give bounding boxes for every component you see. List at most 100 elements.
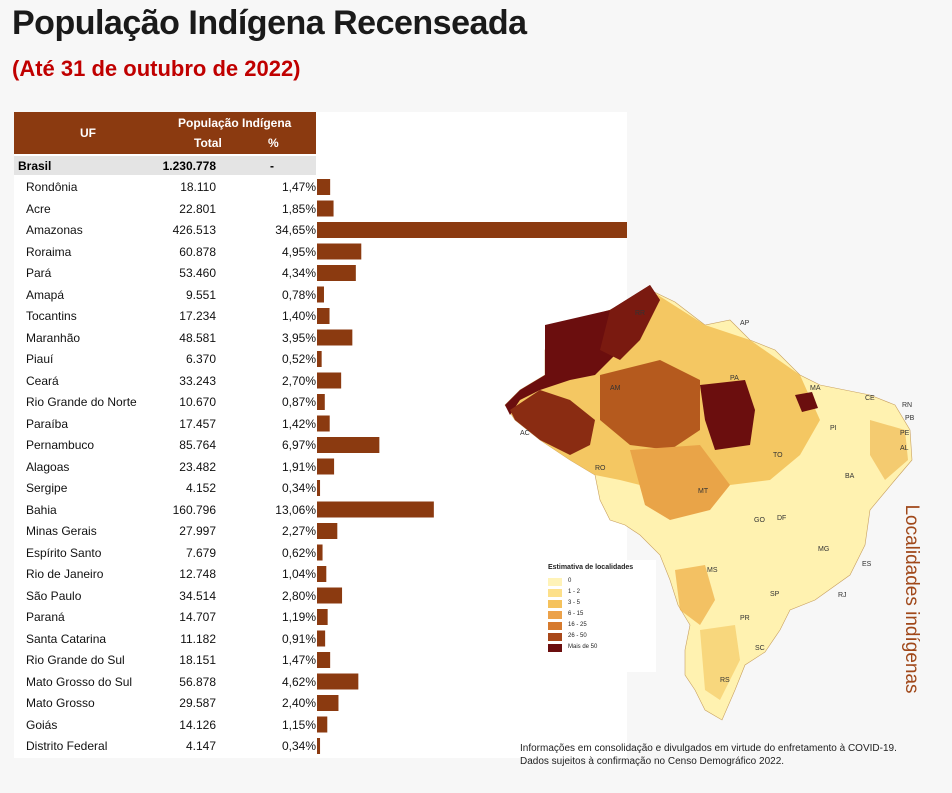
table-row: Piauí 6.370 0,52% — [14, 348, 316, 370]
row-uf: Mato Grosso do Sul — [26, 674, 133, 689]
table-row: Pará 53.460 4,34% — [14, 262, 316, 284]
legend-swatch — [548, 589, 562, 597]
legend-label: 26 - 50 — [568, 633, 587, 639]
row-uf: Rio Grande do Sul — [26, 653, 125, 667]
row-pct: 1,40% — [281, 309, 316, 323]
legend-label: Mais de 50 — [568, 644, 598, 650]
state-label-es: ES — [862, 561, 872, 568]
row-total: 4.147 — [185, 739, 216, 753]
row-pct: 1,91% — [281, 459, 316, 474]
legend-title: Estimativa de localidades — [548, 564, 634, 571]
row-uf: Mato Grosso — [26, 696, 95, 710]
row-pct: 1,85% — [281, 201, 316, 216]
row-pct: 0,91% — [281, 631, 316, 646]
map-legend: Estimativa de localidades 0 1 - 2 3 - 5 6 -… — [544, 560, 656, 672]
row-pct: 2,70% — [281, 373, 316, 388]
row-pct: 0,52% — [281, 352, 316, 366]
row-uf: Amapá — [26, 287, 65, 302]
table-row: Mato Grosso do Sul 56.878 4,62% — [14, 671, 316, 693]
footnote: Informações em consolidação e divulgados… — [520, 742, 897, 768]
chart-panel — [14, 112, 627, 758]
state-label-ba: BA — [845, 473, 855, 480]
brasil-pct: - — [270, 159, 274, 173]
table-row: Bahia 160.796 13,06% — [14, 499, 316, 521]
row-total: 34.514 — [179, 588, 216, 603]
row-total: 48.581 — [179, 330, 216, 345]
state-label-pr: PR — [740, 615, 750, 622]
table-row: Rio de Janeiro 12.748 1,04% — [14, 563, 316, 585]
state-label-to: TO — [773, 452, 783, 459]
state-label-pa: PA — [730, 375, 739, 382]
table-row: Goiás 14.126 1,15% — [14, 714, 316, 736]
state-label-pi: PI — [830, 425, 837, 432]
row-uf: Rio Grande do Norte — [26, 395, 137, 409]
row-total: 12.748 — [179, 567, 216, 581]
row-pct: 1,15% — [281, 717, 316, 732]
row-pct: 6,97% — [281, 438, 316, 452]
table-row: Acre 22.801 1,85% — [14, 198, 316, 220]
row-pct: 0,78% — [281, 287, 316, 302]
row-uf: Amazonas — [26, 223, 83, 237]
state-label-df: DF — [777, 515, 786, 522]
row-pct: 13,06% — [275, 502, 316, 517]
row-pct: 3,95% — [281, 330, 316, 345]
row-uf: São Paulo — [26, 588, 82, 603]
state-label-rn: RN — [902, 402, 912, 409]
map-roraima-dark — [600, 285, 660, 360]
table-row: Maranhão 48.581 3,95% — [14, 327, 316, 349]
row-total: 29.587 — [179, 696, 216, 710]
row-uf: Paraná — [26, 610, 65, 624]
state-label-pe: PE — [900, 430, 910, 437]
row-total: 18.151 — [179, 653, 216, 667]
table-row: Tocantins 17.234 1,40% — [14, 305, 316, 327]
state-label-rj: RJ — [838, 592, 847, 599]
state-label-rs: RS — [720, 677, 730, 684]
brasil-total: 1.230.778 — [162, 159, 216, 173]
map-mt-mix — [630, 445, 730, 520]
table-row: Ceará 33.243 2,70% — [14, 370, 316, 392]
state-label-go: GO — [754, 517, 765, 524]
brazil-map: RR AP AM PA MA CE RN PB PI PE AL AC RO TO BA MT GO DF MG MS… — [504, 285, 915, 721]
row-total: 7.679 — [185, 545, 216, 560]
row-uf: Maranhão — [26, 330, 81, 345]
legend-swatch — [548, 578, 562, 586]
table-body: Rondônia 18.110 1,47% Acre 22.801 1,85% Amazon… — [14, 176, 316, 757]
row-uf: Tocantins — [26, 309, 77, 323]
table-row: Paraná 14.707 1,19% — [14, 606, 316, 628]
state-label-ms: MS — [707, 567, 718, 574]
row-uf: Acre — [26, 201, 51, 216]
row-total: 6.370 — [185, 352, 216, 366]
col-group-header: População Indígena — [178, 116, 292, 130]
col-uf-header: UF — [80, 126, 96, 140]
row-uf: Ceará — [26, 373, 59, 388]
row-uf: Distrito Federal — [26, 739, 108, 753]
table-row: Amazonas 426.513 34,65% — [14, 219, 316, 241]
state-label-mg: MG — [818, 546, 829, 553]
row-uf: Bahia — [26, 502, 57, 517]
table-row: Distrito Federal 4.147 0,34% — [14, 735, 316, 757]
map-amazon-mid — [600, 360, 700, 450]
col-pct-header: % — [268, 136, 279, 150]
row-pct: 4,95% — [281, 244, 316, 259]
row-total: 14.126 — [179, 717, 216, 732]
table-row: Rondônia 18.110 1,47% — [14, 176, 316, 198]
state-label-ac: AC — [520, 430, 530, 437]
state-label-ap: AP — [740, 320, 750, 327]
table-row: Rio Grande do Sul 18.151 1,47% — [14, 649, 316, 671]
row-total: 33.243 — [179, 373, 216, 388]
legend-label: 3 - 5 — [568, 600, 581, 606]
row-pct: 2,27% — [281, 524, 316, 538]
row-pct: 0,34% — [281, 739, 316, 753]
col-total-header: Total — [194, 136, 222, 150]
row-pct: 2,40% — [281, 696, 316, 710]
row-uf: Paraíba — [26, 416, 69, 431]
map-ms-mix — [675, 565, 715, 625]
row-uf: Piauí — [26, 352, 54, 366]
legend-label: 6 - 15 — [568, 611, 584, 617]
row-uf: Pernambuco — [26, 438, 95, 452]
table-row: Minas Gerais 27.997 2,27% — [14, 520, 316, 542]
row-pct: 1,04% — [281, 567, 316, 581]
table-row: Sergipe 4.152 0,34% — [14, 477, 316, 499]
row-total: 60.878 — [179, 244, 216, 259]
row-total: 426.513 — [172, 223, 216, 237]
